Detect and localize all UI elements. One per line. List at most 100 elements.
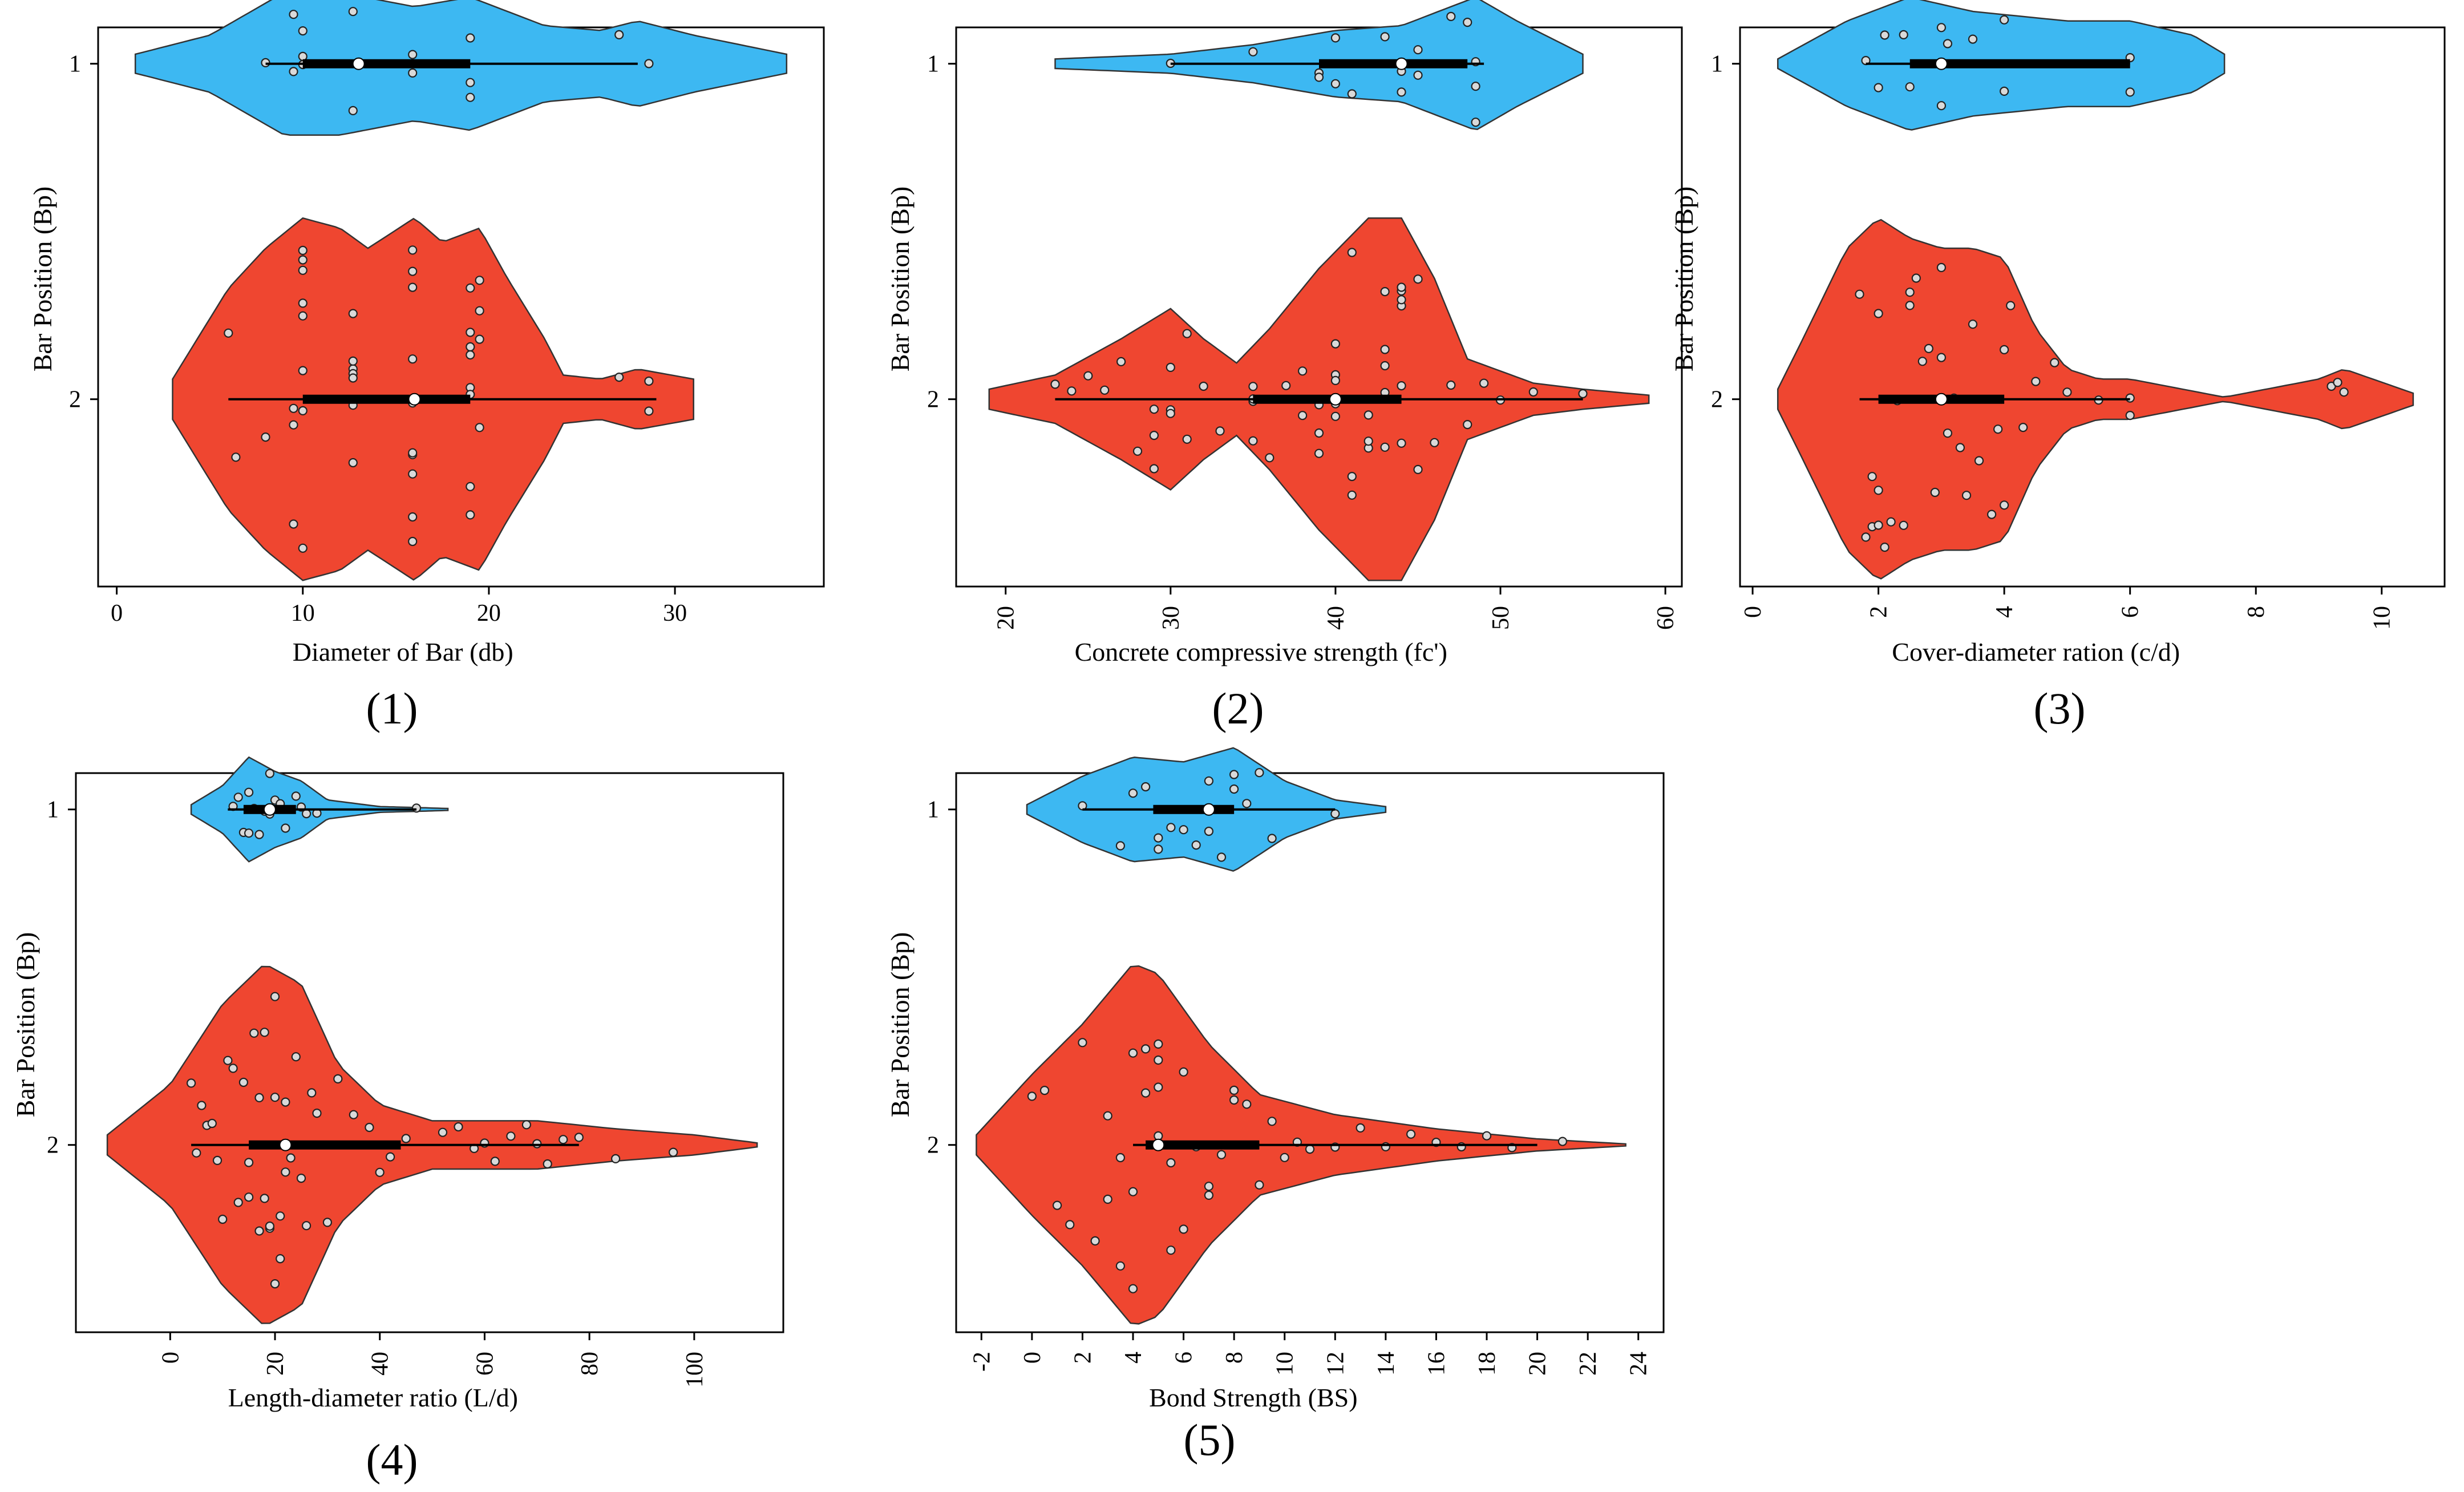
- panel-caption: (5): [1184, 1415, 1236, 1465]
- median-marker: [1395, 57, 1408, 70]
- data-point: [408, 354, 418, 364]
- data-point: [289, 10, 298, 19]
- data-point: [1413, 274, 1423, 284]
- data-point: [1065, 1220, 1075, 1230]
- data-point: [475, 334, 484, 344]
- data-point: [312, 1108, 322, 1118]
- data-point: [1961, 491, 1972, 500]
- data-point: [1204, 1190, 1213, 1200]
- data-point: [490, 1157, 500, 1166]
- data-point: [298, 366, 308, 375]
- x-tick-label: 10: [1272, 1352, 1298, 1376]
- y-axis-label: Bar Position (Bp): [885, 187, 915, 372]
- data-point: [644, 406, 654, 416]
- data-point: [1116, 357, 1126, 367]
- data-point: [2000, 345, 2009, 355]
- data-point: [466, 78, 475, 87]
- data-point: [298, 543, 308, 553]
- data-point: [1874, 83, 1883, 92]
- data-point: [1281, 381, 1291, 390]
- data-point: [207, 1118, 217, 1129]
- data-point: [1557, 1137, 1567, 1146]
- data-point: [466, 482, 475, 491]
- data-point: [1430, 438, 1439, 447]
- data-point: [2006, 301, 2016, 310]
- x-tick-label: 2: [1866, 606, 1892, 618]
- data-point: [1578, 389, 1588, 399]
- data-point: [506, 1131, 516, 1141]
- data-point: [1280, 1153, 1289, 1162]
- data-point: [1149, 430, 1159, 440]
- data-point: [1298, 366, 1308, 376]
- data-point: [281, 823, 290, 833]
- data-point: [1993, 424, 2003, 434]
- data-point: [1179, 825, 1188, 835]
- data-point: [1229, 1085, 1239, 1095]
- data-point: [1968, 34, 1978, 44]
- data-point: [244, 1158, 254, 1167]
- data-point: [333, 1074, 343, 1084]
- data-point: [1347, 490, 1357, 500]
- data-point: [408, 536, 418, 547]
- data-point: [1943, 428, 1952, 438]
- data-point: [2000, 15, 2009, 25]
- data-point: [1140, 782, 1151, 792]
- x-tick-label: 4: [1992, 606, 2018, 618]
- data-point: [475, 306, 484, 316]
- x-tick-label: 8: [2243, 606, 2269, 618]
- data-point: [233, 793, 243, 802]
- data-point: [249, 1028, 259, 1038]
- data-point: [408, 245, 418, 255]
- panel-caption: (4): [366, 1435, 418, 1485]
- x-tick-label: 30: [1158, 606, 1184, 630]
- data-point: [1463, 419, 1472, 430]
- data-point: [289, 403, 298, 413]
- data-point: [244, 787, 254, 797]
- data-point: [1936, 262, 1946, 272]
- data-point: [1052, 1200, 1062, 1210]
- x-tick-label: 6: [2118, 606, 2144, 618]
- data-point: [532, 1139, 542, 1149]
- data-point: [1267, 834, 1277, 843]
- data-point: [408, 266, 418, 276]
- data-point: [1330, 809, 1340, 819]
- data-point: [1067, 386, 1077, 396]
- data-point: [1128, 789, 1138, 798]
- data-point: [1267, 1117, 1277, 1126]
- data-point: [408, 282, 418, 292]
- data-point: [1166, 823, 1176, 832]
- data-point: [408, 68, 418, 78]
- data-point: [298, 245, 308, 255]
- data-point: [1115, 841, 1126, 851]
- data-point: [348, 356, 358, 366]
- data-point: [270, 1093, 280, 1102]
- data-point: [1078, 1038, 1087, 1048]
- panel-caption: (3): [2034, 684, 2086, 733]
- data-point: [1911, 273, 1921, 283]
- data-point: [2018, 422, 2028, 432]
- data-point: [1229, 770, 1239, 779]
- data-point: [1154, 1039, 1163, 1049]
- data-point: [1204, 1182, 1213, 1191]
- y-tick-label: 1: [927, 797, 939, 823]
- data-point: [1974, 456, 1984, 466]
- data-point: [1204, 776, 1213, 786]
- data-point: [454, 1122, 463, 1132]
- data-point: [1154, 1055, 1163, 1065]
- x-tick-label: 4: [1120, 1352, 1147, 1364]
- x-tick-label: 20: [1525, 1352, 1551, 1376]
- data-point: [1886, 517, 1896, 527]
- panel-1-diameter-of-bar: 0 10 20 30 1 2 Diameter of Bar (db) Bar Positio…: [28, 0, 825, 733]
- data-point: [1880, 30, 1890, 40]
- data-point: [408, 448, 418, 458]
- data-point: [1406, 1129, 1416, 1139]
- y-tick-label: 1: [1711, 51, 1723, 78]
- data-point: [438, 1127, 448, 1137]
- data-point: [408, 50, 418, 59]
- y-tick-label: 2: [69, 387, 81, 413]
- data-point: [238, 1077, 248, 1087]
- data-point: [408, 512, 418, 522]
- y-axis-label: Bar Position (Bp): [885, 932, 915, 1118]
